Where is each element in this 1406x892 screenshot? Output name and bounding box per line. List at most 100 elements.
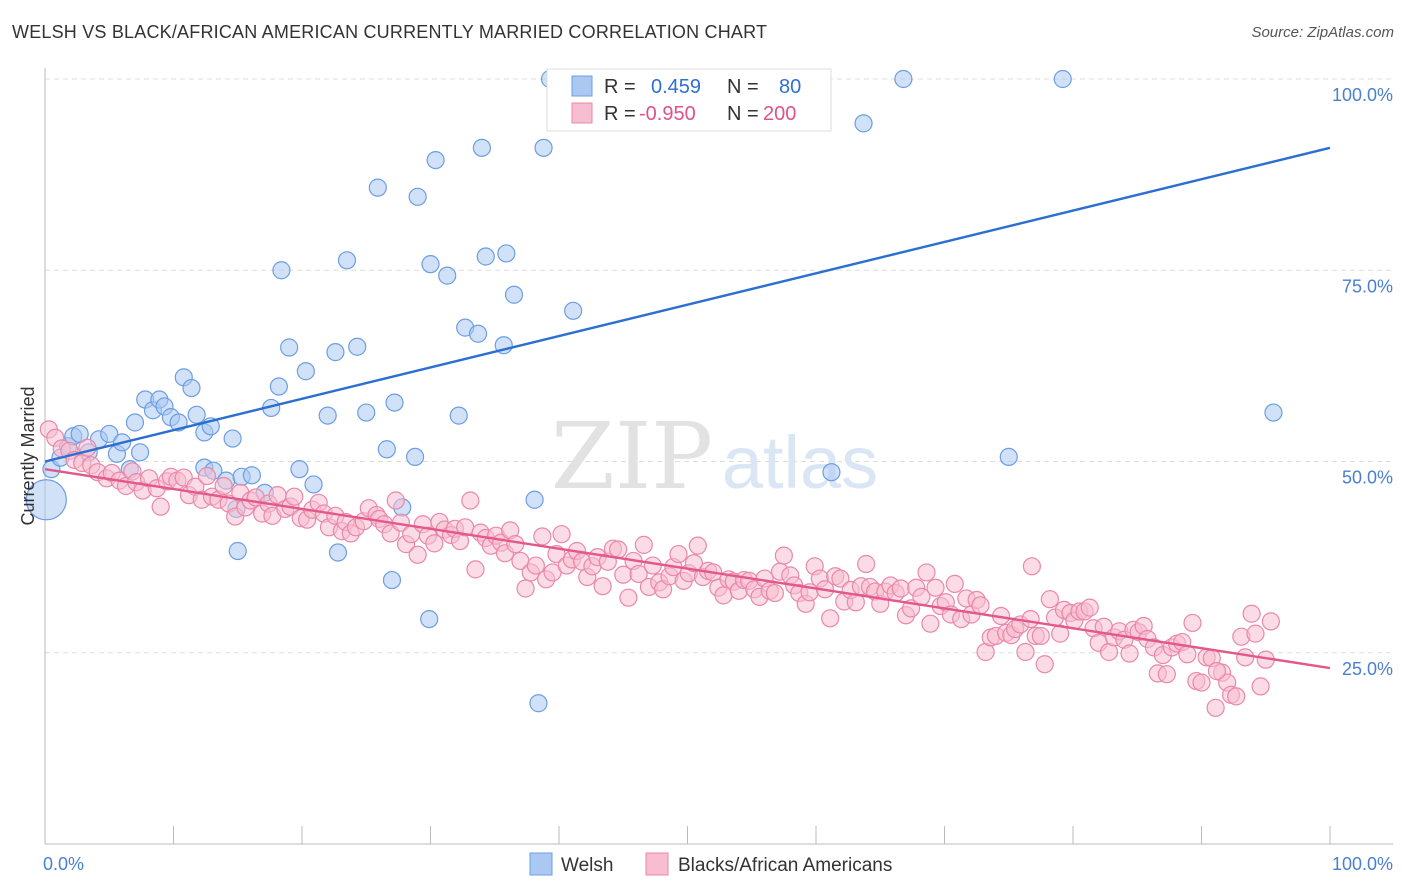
black-point: [926, 578, 945, 597]
black-point: [1022, 557, 1041, 576]
black-point: [1227, 687, 1246, 706]
welsh-point: [377, 440, 396, 459]
welsh-point: [348, 337, 367, 356]
welsh-point: [326, 343, 345, 362]
black-trend-line: [44, 467, 1331, 670]
black-point: [609, 540, 628, 559]
black-point: [197, 466, 217, 486]
black-point: [669, 544, 688, 564]
black-point: [1157, 665, 1176, 684]
welsh-point: [525, 490, 544, 509]
welsh-trend-line: [44, 146, 1331, 463]
welsh-point: [125, 413, 145, 432]
black-point: [945, 574, 964, 594]
welsh-point: [405, 447, 425, 467]
black-point: [1246, 624, 1265, 643]
black-point: [831, 569, 850, 588]
black-point: [917, 563, 936, 582]
legend-n-black: 200: [763, 103, 796, 125]
welsh-point: [1053, 69, 1072, 89]
welsh-point: [534, 138, 553, 157]
welsh-point: [408, 187, 427, 206]
black-point: [1192, 673, 1211, 692]
welsh-point: [894, 69, 913, 89]
black-point: [971, 596, 990, 615]
welsh-point: [25, 479, 67, 521]
black-point: [552, 525, 571, 544]
black-point: [386, 491, 405, 510]
welsh-point: [426, 150, 445, 170]
y-tick-label-100: 100.0%: [1332, 85, 1393, 105]
welsh-point: [822, 463, 841, 482]
black-point: [285, 487, 304, 506]
black-point: [214, 476, 233, 496]
black-point: [857, 554, 876, 574]
welsh-point: [290, 460, 309, 479]
welsh-point: [182, 378, 201, 398]
watermark-atlas: atlas: [722, 421, 878, 504]
black-point: [1040, 590, 1059, 609]
black-point: [821, 609, 840, 628]
black-point: [619, 588, 638, 607]
legend-n-label-welsh: N =: [727, 76, 759, 98]
legend-n-welsh: 80: [779, 76, 801, 98]
black-point: [1261, 612, 1280, 631]
black-point: [506, 535, 525, 554]
welsh-point: [242, 466, 261, 485]
black-point: [461, 491, 480, 510]
bottom-legend-swatch-black: [645, 852, 669, 876]
legend-swatch-welsh: [571, 75, 593, 97]
black-point: [1178, 645, 1197, 664]
black-point: [688, 536, 707, 555]
black-point: [408, 545, 427, 564]
black-point: [1080, 598, 1099, 617]
black-point: [425, 534, 444, 553]
trend-lines: [44, 146, 1331, 670]
chart-source: Source: ZipAtlas.com: [1251, 24, 1394, 41]
welsh-point: [328, 543, 348, 562]
welsh-point: [296, 362, 315, 381]
black-point: [1251, 677, 1270, 696]
welsh-point: [269, 377, 288, 396]
welsh-point: [420, 609, 439, 629]
welsh-point: [223, 429, 242, 448]
x-tick-label-max: 100.0%: [1332, 854, 1393, 874]
black-point: [684, 554, 704, 573]
bottom-legend: Welsh Blacks/African Americans: [529, 852, 892, 876]
legend-box: [546, 68, 832, 132]
welsh-point: [472, 138, 491, 157]
welsh-point: [280, 338, 299, 357]
welsh-point: [70, 424, 89, 444]
black-point: [516, 579, 535, 598]
bottom-legend-black: Blacks/African Americans: [678, 855, 892, 876]
bottom-legend-welsh: Welsh: [561, 855, 613, 876]
black-point: [1021, 609, 1040, 629]
welsh-point: [382, 570, 402, 590]
legend-r-welsh: 0.459: [651, 76, 701, 98]
black-point: [629, 564, 648, 584]
welsh-point: [438, 266, 457, 285]
black-point: [593, 577, 612, 596]
welsh-points: [25, 69, 1283, 713]
black-point: [151, 497, 170, 516]
black-point: [1035, 655, 1054, 674]
welsh-point: [337, 251, 357, 270]
black-point: [765, 583, 784, 603]
welsh-point: [385, 393, 404, 412]
welsh-point: [476, 247, 495, 266]
grid-lines: 25.0% 50.0% 75.0% 100.0%: [45, 78, 1393, 679]
welsh-point: [318, 406, 337, 425]
black-point: [1183, 613, 1202, 633]
legend-r-black: -0.950: [639, 103, 696, 125]
welsh-point: [468, 324, 488, 343]
welsh-point: [421, 255, 440, 274]
welsh-point: [130, 443, 150, 462]
axes: 0.0% 100.0%: [43, 68, 1393, 874]
welsh-point: [357, 403, 376, 422]
welsh-point: [272, 261, 291, 280]
y-tick-label-75: 75.0%: [1342, 276, 1393, 296]
welsh-point: [999, 447, 1018, 467]
y-axis-label: Currently Married: [18, 386, 38, 525]
x-tick-label-min: 0.0%: [43, 854, 84, 874]
